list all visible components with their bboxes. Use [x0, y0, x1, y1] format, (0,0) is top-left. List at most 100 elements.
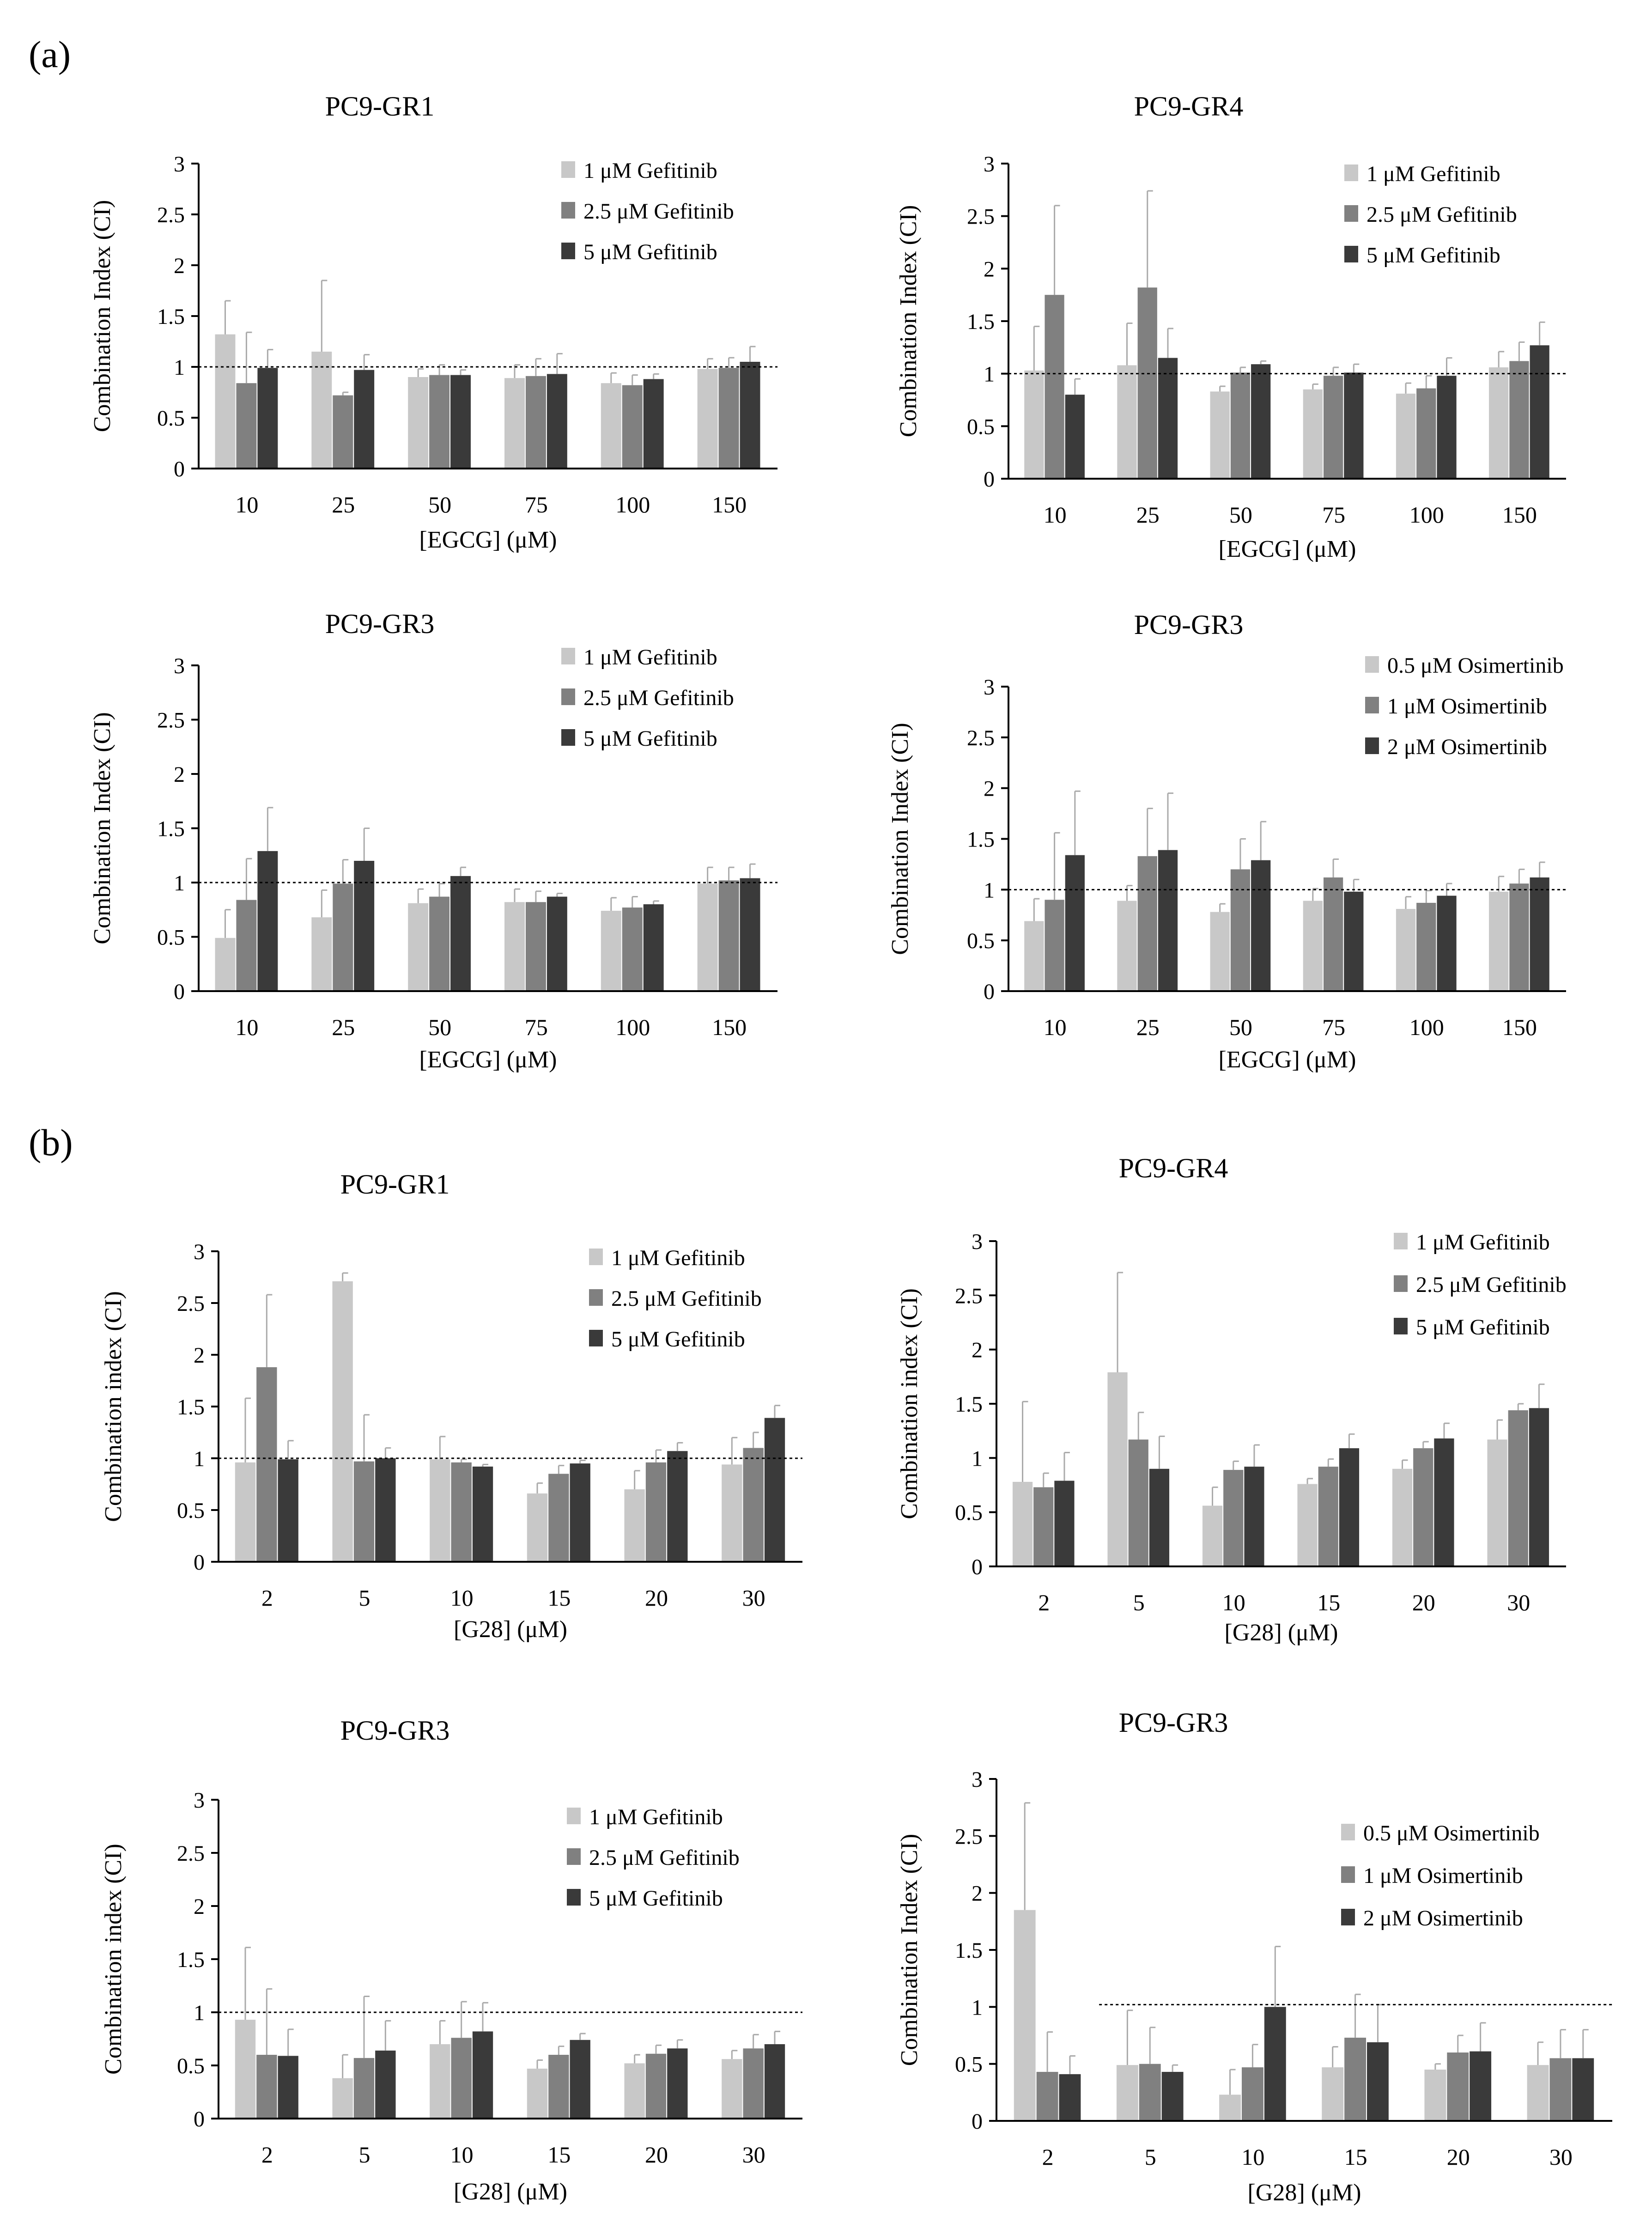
bar	[1339, 1448, 1360, 1566]
bar	[1318, 1467, 1338, 1566]
y-axis-label: Combination Index (CI)	[896, 1834, 923, 2066]
bar	[1045, 295, 1064, 479]
bar	[354, 370, 375, 469]
x-tick-label: 150	[1502, 502, 1537, 528]
bar	[1344, 372, 1364, 479]
x-tick-label: 25	[332, 1014, 355, 1040]
bar	[354, 861, 375, 991]
y-tick-label: 0	[174, 457, 185, 481]
y-axis-label: Combination Index (CI)	[89, 712, 115, 944]
chart-title: PC9-GR4	[1119, 1153, 1228, 1183]
bar	[1529, 1408, 1549, 1566]
y-tick-label: 2.5	[157, 203, 185, 227]
y-tick-label: 0.5	[177, 1498, 205, 1523]
chart-title: PC9-GR3	[325, 609, 435, 639]
bar	[1137, 287, 1157, 479]
bar	[1508, 1410, 1528, 1566]
x-axis-label: [EGCG] (μM)	[419, 1047, 557, 1073]
bar	[1489, 891, 1509, 991]
y-tick-label: 1.5	[967, 828, 995, 852]
bar	[1149, 1468, 1170, 1566]
bar	[429, 896, 450, 991]
bar	[1223, 1470, 1244, 1566]
legend-label: 5 μM Gefitinib	[611, 1327, 745, 1352]
legend-swatch	[1365, 697, 1379, 713]
bar	[764, 2044, 785, 2119]
bar	[1065, 395, 1085, 479]
legend-swatch	[1341, 1824, 1355, 1840]
x-tick-label: 20	[645, 2142, 668, 2168]
x-tick-label: 100	[1409, 502, 1444, 528]
chart-title: PC9-GR4	[1134, 91, 1244, 122]
legend-label: 0.5 μM Osimertinib	[1387, 653, 1564, 678]
chart-8: PC9-GR3 0 0.5 1 1.5 2 2.5 3 Combination Index (C…	[896, 1707, 1612, 2206]
chart-title: PC9-GR1	[340, 1169, 450, 1200]
bar	[256, 1367, 277, 1562]
bar	[643, 379, 664, 469]
bar	[451, 2038, 472, 2119]
bar	[353, 1461, 375, 1562]
bar	[1303, 389, 1323, 479]
bar	[1014, 1910, 1036, 2121]
legend-swatch	[1341, 1866, 1355, 1883]
legend-label: 2.5 μM Gefitinib	[583, 686, 734, 710]
y-tick-label: 1	[174, 871, 185, 895]
legend-label: 2.5 μM Gefitinib	[583, 199, 734, 224]
y-tick-label: 1.5	[967, 310, 995, 334]
chart-6: PC9-GR4 0 0.5 1 1.5 2 2.5 3 Combination index (C…	[896, 1153, 1567, 1646]
bar	[718, 880, 739, 991]
bar	[504, 378, 525, 469]
bar	[1054, 1480, 1075, 1566]
x-tick-label: 75	[1322, 1014, 1345, 1040]
y-tick-label: 2.5	[955, 1284, 983, 1308]
bar	[1447, 2052, 1469, 2121]
x-tick-label: 20	[1412, 1590, 1435, 1615]
bar	[1323, 877, 1343, 991]
bar	[1572, 2058, 1594, 2121]
x-tick-label: 50	[1229, 502, 1252, 528]
y-tick-label: 3	[194, 1788, 205, 1813]
bar	[1396, 393, 1416, 479]
y-tick-label: 1	[984, 362, 995, 387]
bar	[1322, 2067, 1344, 2121]
legend-label: 1 μM Gefitinib	[1416, 1230, 1550, 1255]
bar	[311, 352, 332, 469]
bar	[1367, 2042, 1389, 2121]
x-tick-label: 50	[428, 492, 451, 518]
x-tick-label: 15	[1344, 2144, 1367, 2170]
y-tick-label: 0	[194, 1550, 205, 1575]
y-tick-label: 1.5	[955, 1938, 983, 1963]
x-tick-label: 10	[1241, 2144, 1264, 2170]
chart-5: PC9-GR1 0 0.5 1 1.5 2 2.5 3 Combination index (C…	[100, 1169, 802, 1643]
legend-label: 2.5 μM Gefitinib	[1367, 202, 1517, 227]
y-tick-label: 0.5	[157, 406, 185, 431]
y-tick-label: 2	[972, 1338, 983, 1363]
y-tick-label: 0.5	[967, 414, 995, 439]
bar	[451, 1462, 472, 1562]
x-tick-label: 10	[235, 492, 258, 518]
y-tick-label: 1	[194, 2001, 205, 2025]
x-tick-label: 2	[261, 2142, 273, 2168]
x-tick-label: 15	[547, 1585, 571, 1611]
y-tick-label: 1.5	[177, 1395, 205, 1419]
x-axis-label: [G28] (μM)	[454, 1616, 567, 1643]
bar	[504, 902, 525, 991]
bar	[697, 369, 718, 469]
bar	[1024, 921, 1044, 991]
legend-swatch	[567, 1808, 581, 1824]
bar	[547, 896, 567, 991]
bar	[1045, 900, 1064, 991]
bar	[622, 907, 643, 991]
bar	[740, 878, 760, 991]
bar	[1230, 869, 1251, 991]
bar	[1264, 2007, 1286, 2121]
bar	[1303, 901, 1323, 991]
bar	[1251, 364, 1271, 479]
bar	[375, 1458, 396, 1562]
chart-title: PC9-GR3	[340, 1715, 450, 1746]
x-tick-label: 30	[742, 1585, 765, 1611]
x-tick-label: 10	[1044, 502, 1067, 528]
x-tick-label: 100	[1409, 1014, 1444, 1040]
bar	[1509, 361, 1529, 479]
x-axis-label: [EGCG] (μM)	[1219, 1047, 1356, 1073]
